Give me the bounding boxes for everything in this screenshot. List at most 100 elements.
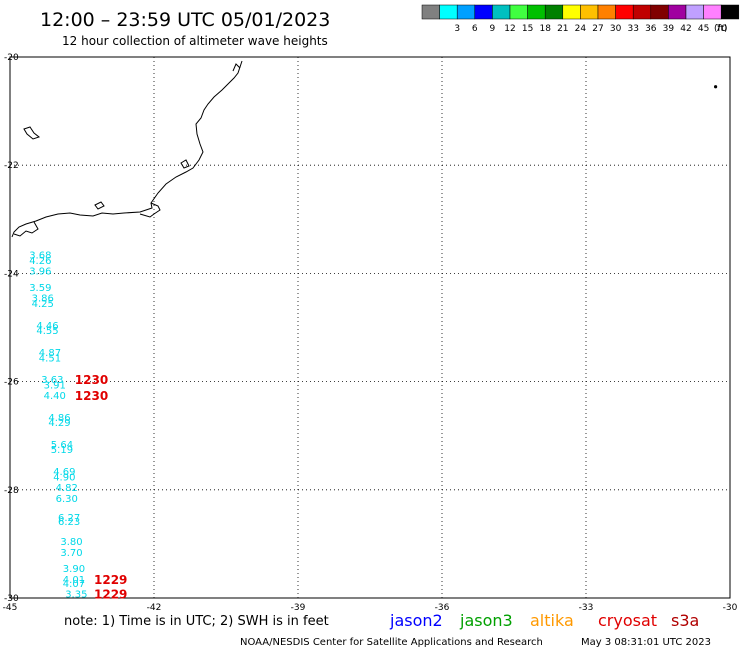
wave-height-label: 3.96 [29,267,51,278]
wave-height-label: 4.40 [44,391,66,402]
legend-bin-label: 24 [575,24,587,34]
footer-timestamp: May 3 08:31:01 UTC 2023 [581,637,711,648]
legend-color-box [562,4,581,20]
wave-height-label: 5.64 [51,440,73,451]
legend-color-box [580,4,599,20]
legend-bin-label: 3 [454,24,460,34]
chart-title: 12:00 – 23:59 UTC 05/01/2023 [40,9,330,31]
x-tick-label: -30 [723,603,738,613]
y-tick-label: -30 [4,594,19,604]
wave-height-label: 3.59 [29,283,51,294]
wave-height-label: 6.27 [58,513,80,524]
coastline-bay-path [139,202,161,218]
wave-height-label: 3.68 [29,250,51,261]
legend-bin-label: 33 [627,24,638,34]
legend-color-box [474,4,493,20]
wave-height-label: 6.23 [58,517,80,528]
satellite-label-s3a: s3a [671,611,699,630]
footer-note: note: 1) Time is in UTC; 2) SWH is in fe… [64,614,329,629]
legend-color-box [685,4,704,20]
wave-height-label: 3.63 [41,375,63,386]
map-frame [9,56,731,599]
wave-height-label: 4.82 [56,483,78,494]
legend-color-box [668,4,687,20]
legend-color-box [597,4,616,20]
wave-height-label: 4.90 [53,472,75,483]
wave-height-labels: 3.684.263.96 3.593.864.25 4.464.55 4.874.51… [29,250,87,600]
footer-credit: NOAA/NESDIS Center for Satellite Applica… [240,637,543,648]
wave-height-label: 4.87 [39,348,61,359]
y-tick-label: -28 [4,486,19,496]
pass-time-label: 1229 [94,588,127,602]
legend-unit-label: (ft) [714,24,728,34]
satellite-legend: jason2 jason3 altika cryosat s3a [389,611,699,630]
wave-height-label: 4.86 [48,413,70,424]
wave-height-legend: 3 6 9 12 15 18 21 24 27 30 33 36 39 42 45 70 [421,4,740,34]
legend-bin-label: 39 [663,24,675,34]
legend-bin-label: 18 [539,24,551,34]
island-path-2 [94,201,105,210]
x-tick-label: -33 [579,603,594,613]
x-tick-label: -45 [3,603,18,613]
legend-color-box [632,4,652,20]
axis-tick-labels: -45 -42 -39 -36 -33 -30 -20 -22 -24 -26 -28 -30 [3,53,738,613]
wave-height-label: 4.46 [36,321,58,332]
wave-height-label: 4.51 [39,353,61,364]
coastline [11,60,243,238]
x-tick-label: -39 [291,603,306,613]
wave-height-label: 3.90 [63,564,85,575]
legend-color-box [439,4,458,20]
legend-bin-label: 9 [490,24,496,34]
y-tick-label: -24 [4,269,19,279]
legend-bin-label: 45 [698,24,709,34]
wave-height-label: 4.01 [63,575,85,586]
wave-height-label: 3.35 [65,590,87,601]
wave-height-label: 4.69 [53,467,75,478]
coastline-south-path [13,221,39,237]
legend-color-box [650,4,669,20]
wave-height-label: 5.19 [51,445,73,456]
legend-bin-label: 21 [557,24,568,34]
wave-height-label: 3.80 [60,537,82,548]
coastline-inlet-path [232,63,241,72]
satellite-label-cryosat: cryosat [598,611,657,630]
wave-height-label: 4.25 [32,299,54,310]
x-tick-label: -42 [147,603,162,613]
legend-bin-label: 30 [610,24,622,34]
legend-bin-label: 70 [715,24,727,34]
legend-bin-label: 27 [592,24,603,34]
wave-height-label: 4.55 [36,326,58,337]
pass-time-label: 1229 [94,573,127,587]
isolated-points [714,85,718,89]
grid-lines [10,57,730,598]
legend-color-box [703,4,722,20]
x-tick-label: -36 [435,603,450,613]
legend-color-box [421,4,440,20]
satellite-label-jason2: jason2 [389,611,443,630]
legend-color-box [615,4,634,20]
pass-time-label: 1230 [75,389,108,403]
y-tick-label: -22 [4,161,19,171]
legend-color-box [720,4,740,20]
legend-bin-label: 6 [472,24,478,34]
legend-bin-label: 15 [522,24,533,34]
y-tick-label: -20 [4,53,19,63]
wave-height-label: 3.70 [60,548,82,559]
legend-bin-label: 42 [680,24,691,34]
wave-height-label: 3.86 [32,294,54,305]
legend-color-box [492,4,511,20]
legend-bin-label: 12 [504,24,515,34]
wave-height-label: 4.07 [63,579,85,590]
isolated-point [714,85,718,89]
legend-color-box [544,4,564,20]
legend-color-box [509,4,528,20]
wave-height-label: 4.29 [48,418,70,429]
y-tick-label: -26 [4,378,19,388]
wave-height-label: 6.30 [56,494,78,505]
pass-time-label: 1230 [75,373,108,387]
island-path [180,159,190,169]
legend-bin-label: 36 [645,24,657,34]
wave-height-label: 4.26 [29,256,51,267]
